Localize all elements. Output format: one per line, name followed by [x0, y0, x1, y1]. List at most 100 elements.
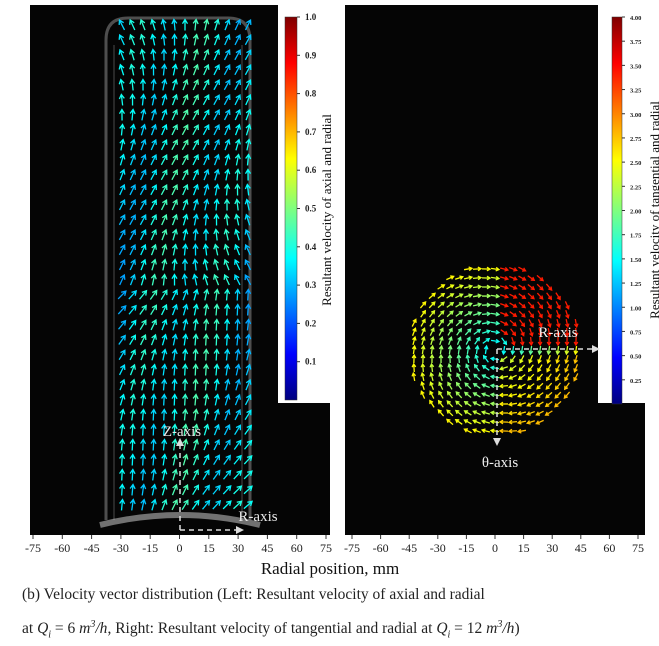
vector-arrow [234, 64, 241, 76]
vector-arrow [526, 410, 535, 416]
vector-arrow [517, 392, 526, 398]
vector-arrow [150, 243, 157, 256]
vector-arrow [244, 424, 252, 435]
colorbar-tick-label: 0.9 [305, 50, 317, 60]
vector-arrow [171, 93, 178, 106]
vector-arrow [490, 311, 501, 317]
vector-arrow [501, 345, 507, 356]
vector-arrow [119, 183, 126, 196]
vector-arrow [161, 348, 168, 361]
vector-arrow [161, 258, 168, 271]
caption-segment: m [486, 620, 498, 638]
vector-arrow [509, 319, 517, 327]
vector-arrow [192, 168, 199, 181]
vector-arrow [192, 484, 200, 496]
vector-arrow [429, 344, 435, 355]
vector-arrow [546, 345, 552, 356]
vector-arrow [528, 310, 535, 319]
vector-arrow [565, 309, 570, 320]
vector-arrow [139, 304, 147, 315]
vector-arrow [139, 63, 146, 76]
vector-arrow [223, 439, 231, 451]
vector-arrow [224, 378, 231, 391]
vector-arrow [224, 18, 231, 31]
vector-arrow [223, 79, 231, 91]
vector-arrow [499, 285, 510, 290]
vector-arrow [182, 378, 189, 391]
vector-arrow [473, 373, 481, 381]
vector-arrow [171, 18, 178, 31]
vector-arrow [171, 243, 178, 256]
vector-arrow [128, 304, 137, 315]
vector-arrow [150, 123, 157, 136]
vector-arrow [203, 393, 210, 406]
vector-arrow [527, 275, 536, 282]
tube [99, 16, 261, 528]
vector-arrow [119, 453, 126, 466]
vector-arrow [160, 303, 168, 316]
vector-arrow [140, 498, 147, 511]
vector-arrow [509, 266, 518, 272]
vector-arrow [171, 33, 178, 46]
vector-arrow [213, 393, 220, 406]
vector-arrow [130, 138, 136, 151]
vector-arrow [438, 318, 445, 327]
caption-segment: /h [95, 620, 108, 638]
vector-arrow [509, 311, 518, 318]
vector-arrow [498, 428, 509, 434]
vector-arrow [490, 302, 501, 308]
vector-arrow [150, 213, 157, 226]
vector-arrow [118, 63, 125, 76]
vector-arrow [500, 303, 509, 308]
vector-arrow [203, 303, 210, 316]
vector-arrow [171, 483, 178, 496]
caption-line: at Qi = 6 m3/h, Right: Resultant velocit… [22, 619, 520, 640]
vector-arrow [192, 468, 199, 481]
vector-arrow [456, 327, 463, 336]
vector-arrow [161, 63, 168, 76]
vector-arrow [119, 483, 126, 496]
vector-arrow [564, 345, 570, 356]
colorbar-tick-label: 0.2 [305, 318, 317, 328]
colorbar-tick-label: 0.4 [305, 242, 317, 252]
vector-arrow [430, 335, 435, 346]
vector-arrow [472, 266, 483, 272]
vector-arrow [203, 213, 210, 226]
vector-arrow [245, 123, 252, 136]
vector-arrow [203, 288, 210, 301]
vector-arrow [527, 364, 534, 373]
vector-arrow [222, 500, 232, 510]
vector-arrow [139, 48, 146, 61]
vector-arrow [213, 454, 221, 466]
vector-arrow [447, 327, 453, 336]
vector-arrow [192, 109, 199, 121]
vector-arrow [161, 393, 168, 406]
vector-arrow [129, 18, 136, 31]
vector-arrow [472, 401, 481, 407]
vector-arrow [171, 453, 178, 466]
vector-arrow [490, 293, 501, 299]
vector-arrow [244, 393, 252, 406]
vector-arrow [150, 169, 157, 181]
vector-arrow [245, 288, 252, 301]
vector-arrow [224, 363, 231, 376]
vector-arrow [140, 468, 147, 481]
vector-arrow [161, 228, 168, 241]
vector-arrow [537, 319, 543, 328]
vector-arrow [448, 336, 453, 345]
caption-segment: Q [436, 620, 448, 638]
vector-arrow [172, 318, 178, 331]
vector-arrow [150, 378, 157, 391]
vector-arrow [182, 48, 189, 61]
vector-arrow [213, 48, 220, 61]
vector-arrow [244, 409, 252, 421]
axis-guides [179, 348, 594, 531]
vector-arrow [161, 318, 168, 331]
vector-arrow [245, 318, 252, 331]
vector-arrow [507, 384, 518, 389]
vector-arrow [129, 199, 136, 211]
vector-arrow [546, 310, 552, 319]
vector-arrow [171, 423, 178, 436]
vector-arrow [234, 168, 241, 181]
vector-arrow [182, 453, 189, 466]
